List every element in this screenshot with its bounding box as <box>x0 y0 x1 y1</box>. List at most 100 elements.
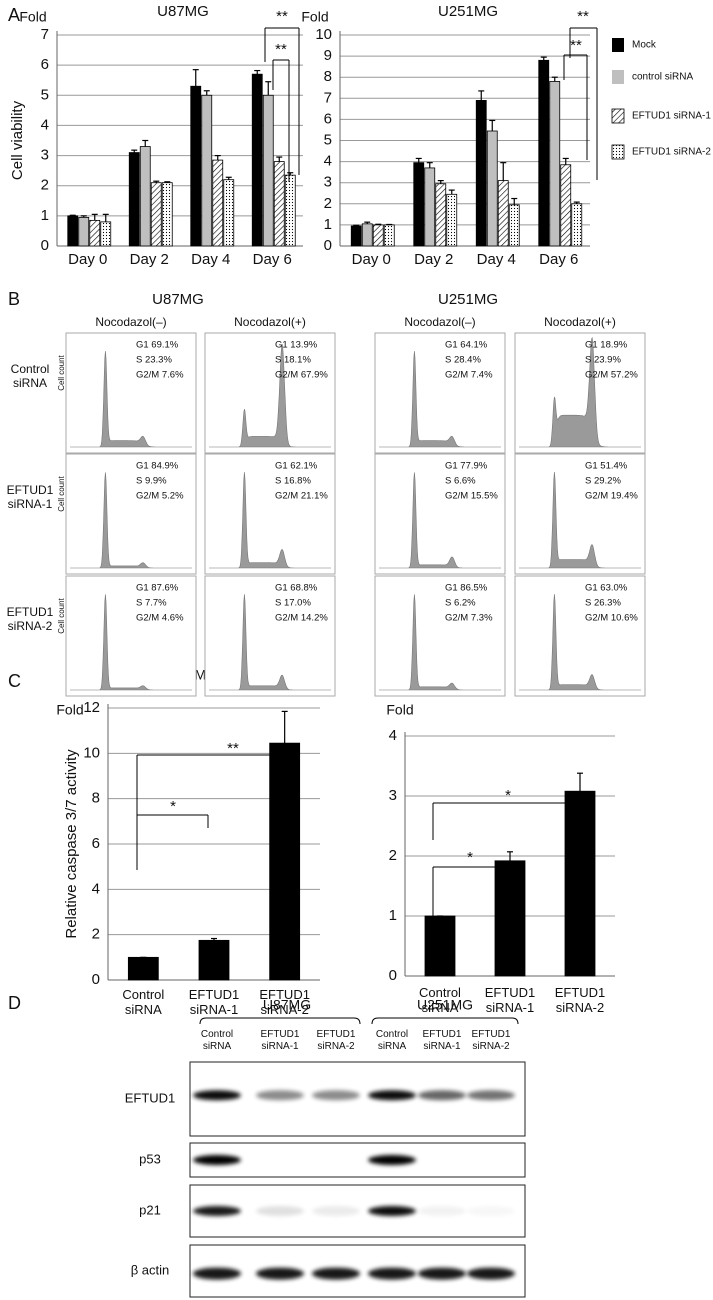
y-tick-label: 2 <box>389 847 397 864</box>
band <box>256 1090 304 1101</box>
error-bar <box>500 162 507 181</box>
band <box>418 1206 466 1216</box>
histogram <box>519 336 641 448</box>
y-tick-label: 3 <box>389 787 397 804</box>
band <box>312 1267 360 1280</box>
histogram <box>70 594 192 691</box>
y-tick-label: 2 <box>41 177 49 194</box>
band <box>467 1206 515 1216</box>
significance-label: ** <box>275 41 287 58</box>
phase-stat: S 16.8% <box>275 476 311 487</box>
phase-stat: S 29.2% <box>585 476 621 487</box>
bar <box>486 130 498 247</box>
y-axis-label: Cell viability <box>9 100 26 180</box>
histogram-frame <box>204 332 336 454</box>
histogram-frame <box>374 332 506 454</box>
band <box>368 1090 416 1101</box>
error-bar <box>507 851 513 861</box>
error-bar <box>102 213 109 222</box>
band <box>312 1206 360 1216</box>
y-tick-label: 1 <box>324 216 332 233</box>
phase-stat: G2/M 14.2% <box>275 613 328 624</box>
y-tick-label: 5 <box>324 131 332 148</box>
legend-label: EFTUD1 siRNA-1 <box>632 111 711 122</box>
protein-label: β actin <box>131 1262 170 1277</box>
bar <box>372 224 384 247</box>
error-bar <box>281 710 288 744</box>
protein-label: p21 <box>139 1202 161 1217</box>
y-tick-label: 6 <box>41 56 49 73</box>
phase-stat: G1 64.1% <box>445 340 488 351</box>
bar <box>383 224 395 247</box>
significance-label: ** <box>570 37 582 54</box>
bar <box>549 81 561 247</box>
y-tick-label: 10 <box>315 26 332 43</box>
protein-label: EFTUD1 <box>125 1090 176 1105</box>
error-bar <box>287 172 294 176</box>
error-bar <box>415 157 422 163</box>
error-bar <box>489 119 496 132</box>
row-label: EFTUD1 siRNA-1 <box>6 483 54 511</box>
cell-line-title: U251MG <box>438 291 498 308</box>
error-bar <box>131 149 138 153</box>
lane-label: Control siRNA <box>200 1029 234 1052</box>
histogram-frame <box>374 453 506 575</box>
y-tick-label: 6 <box>324 110 332 127</box>
histogram-frame <box>514 453 646 575</box>
band <box>193 1206 241 1216</box>
panel-label: D <box>8 993 21 1013</box>
phase-stat: G1 68.8% <box>275 583 318 594</box>
bar <box>78 216 90 247</box>
x-tick-label: Control siRNA <box>419 985 461 1015</box>
y-tick-label: 4 <box>389 727 397 744</box>
bar <box>150 182 162 247</box>
legend-label: EFTUD1 siRNA-2 <box>632 147 711 158</box>
error-bar <box>164 181 171 183</box>
histogram-frame <box>65 332 197 454</box>
lane-label: Control siRNA <box>375 1029 409 1052</box>
y-tick-label: 10 <box>83 744 100 761</box>
significance-label: * <box>170 798 176 815</box>
y-tick-label: 4 <box>324 153 332 170</box>
phase-stat: G1 63.0% <box>585 583 628 594</box>
phase-stat: G2/M 7.4% <box>445 370 493 381</box>
phase-stat: G1 18.9% <box>585 340 628 351</box>
y-tick-label: 6 <box>92 835 100 852</box>
y-axis-label: Cell count <box>57 597 66 633</box>
phase-stat: G1 51.4% <box>585 461 628 472</box>
phase-stat: G1 87.6% <box>136 583 179 594</box>
error-bar <box>69 214 76 216</box>
histogram-frame <box>514 575 646 697</box>
y-tick-label: 1 <box>41 207 49 224</box>
phase-stat: G2/M 19.4% <box>585 491 638 502</box>
x-tick-label: Day 4 <box>191 251 230 268</box>
error-bar <box>375 223 382 225</box>
phase-stat: G2/M 5.2% <box>136 491 184 502</box>
bar <box>350 225 362 247</box>
unit-label: Fold <box>386 702 413 718</box>
bar <box>127 956 159 981</box>
y-tick-label: 7 <box>41 26 49 43</box>
phase-stat: S 17.0% <box>275 598 311 609</box>
phase-stat: G1 86.5% <box>445 583 488 594</box>
phase-stat: S 23.3% <box>136 355 172 366</box>
error-bar <box>478 90 485 101</box>
bar <box>223 179 235 247</box>
histogram <box>519 594 641 691</box>
histogram <box>209 472 331 569</box>
histogram <box>70 351 192 448</box>
band <box>368 1267 416 1280</box>
histogram <box>70 472 192 569</box>
error-bar <box>211 937 217 941</box>
blot-frame <box>189 1184 526 1238</box>
chart-title: U251MG <box>438 3 498 20</box>
cell-line-title: U87MG <box>152 291 204 308</box>
phase-stat: G2/M 4.6% <box>136 613 184 624</box>
phase-stat: G1 77.9% <box>445 461 488 472</box>
band <box>418 1090 466 1101</box>
lane-label: EFTUD1 siRNA-2 <box>471 1029 511 1052</box>
y-tick-label: 8 <box>324 68 332 85</box>
error-bar <box>364 221 371 224</box>
legend-swatch <box>611 108 625 124</box>
